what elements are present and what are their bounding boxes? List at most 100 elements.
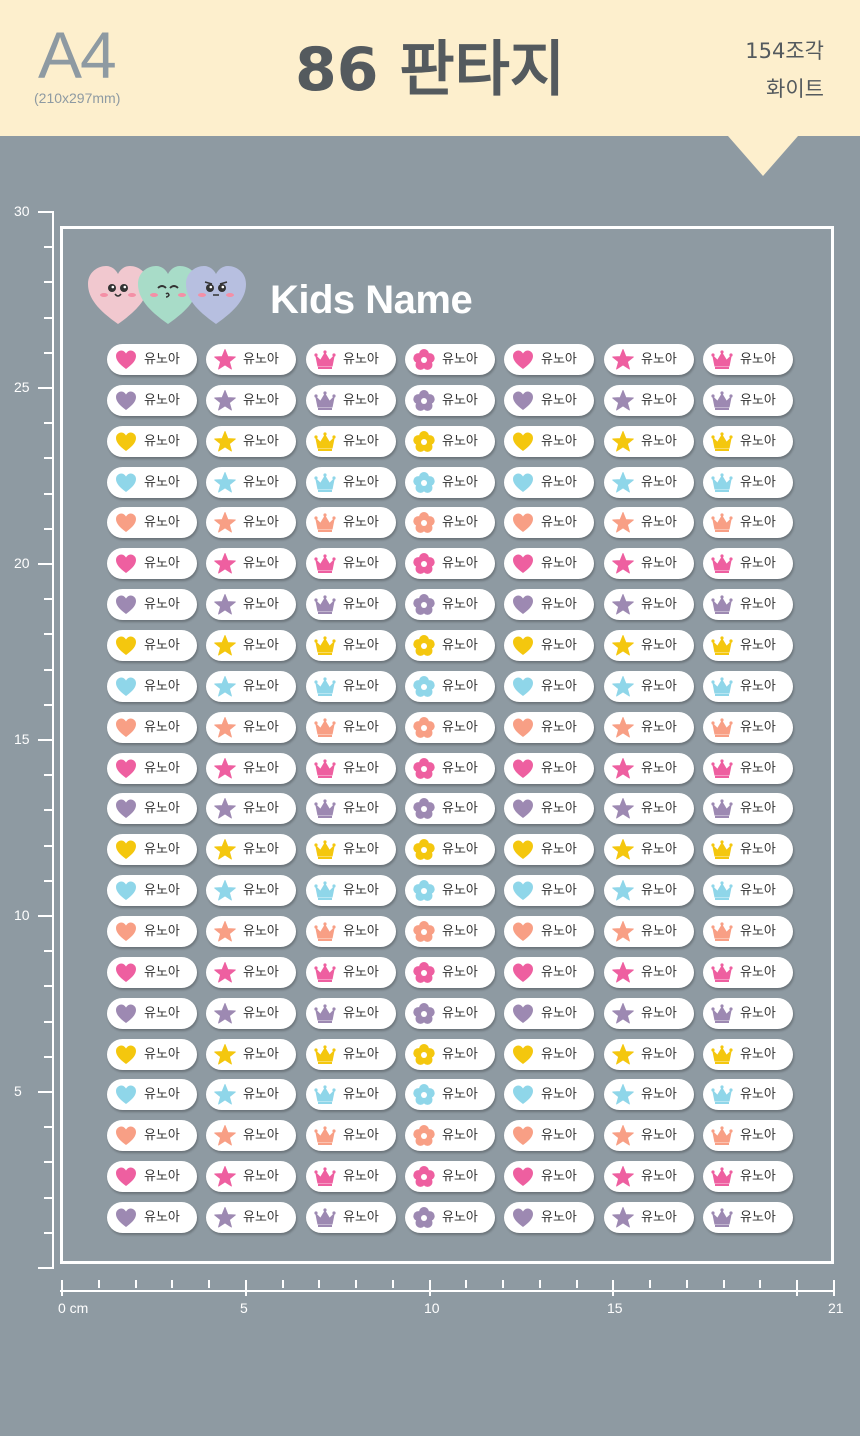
sticker-name: 유노아: [641, 597, 677, 612]
ruler-label: 25: [14, 379, 30, 395]
ruler-tick: [38, 739, 54, 741]
sticker-name: 유노아: [144, 1006, 180, 1021]
name-sticker: 유노아: [703, 589, 793, 620]
name-sticker: 유노아: [306, 875, 396, 906]
ruler-tick: [44, 1197, 52, 1199]
heart-icon: [511, 471, 535, 495]
name-sticker: 유노아: [107, 426, 197, 457]
crown-icon: [710, 920, 734, 944]
sticker-name: 유노아: [243, 1087, 279, 1102]
name-sticker: 유노아: [206, 548, 296, 579]
sticker-name: 유노아: [343, 842, 379, 857]
sticker-name: 유노아: [641, 352, 677, 367]
name-sticker: 유노아: [206, 957, 296, 988]
ruler-tick: [245, 1280, 247, 1296]
sticker-name: 유노아: [144, 883, 180, 898]
sticker-name: 유노아: [243, 393, 279, 408]
sticker-name: 유노아: [641, 1169, 677, 1184]
star-icon: [213, 675, 237, 699]
product-info: 154조각 화이트: [745, 32, 824, 108]
crown-icon: [710, 797, 734, 821]
crown-icon: [710, 511, 734, 535]
name-sticker: 유노아: [206, 1079, 296, 1110]
sticker-name: 유노아: [541, 393, 577, 408]
name-sticker: 유노아: [405, 1161, 495, 1192]
name-sticker: 유노아: [703, 753, 793, 784]
ruler-tick: [44, 880, 52, 882]
flower-icon: [412, 1124, 436, 1148]
ruler-tick: [135, 1280, 137, 1288]
star-icon: [611, 348, 635, 372]
sticker-name: 유노아: [641, 1006, 677, 1021]
sticker-name: 유노아: [343, 515, 379, 530]
sticker-name: 유노아: [343, 393, 379, 408]
sticker-name: 유노아: [641, 1047, 677, 1062]
flower-icon: [412, 1043, 436, 1067]
heart-icon: [511, 430, 535, 454]
name-sticker: 유노아: [504, 1202, 594, 1233]
star-icon: [611, 593, 635, 617]
ruler-tick: [392, 1280, 394, 1288]
name-sticker: 유노아: [405, 507, 495, 538]
ruler-label: 20: [14, 555, 30, 571]
sticker-name: 유노아: [343, 1210, 379, 1225]
name-sticker: 유노아: [107, 875, 197, 906]
sticker-name: 유노아: [243, 883, 279, 898]
name-sticker: 유노아: [604, 507, 694, 538]
ruler-tick: [44, 493, 52, 495]
sticker-name: 유노아: [740, 475, 776, 490]
name-sticker: 유노아: [306, 753, 396, 784]
star-icon: [213, 1002, 237, 1026]
heart-icon: [511, 634, 535, 658]
sticker-name: 유노아: [442, 556, 478, 571]
heart-icon: [114, 430, 138, 454]
name-sticker: 유노아: [604, 1079, 694, 1110]
sticker-name: 유노아: [740, 597, 776, 612]
name-sticker: 유노아: [405, 344, 495, 375]
sticker-name: 유노아: [541, 352, 577, 367]
ruler-label: 10: [424, 1300, 440, 1316]
sticker-name: 유노아: [343, 965, 379, 980]
crown-icon: [313, 348, 337, 372]
name-sticker: 유노아: [703, 1202, 793, 1233]
name-sticker: 유노아: [306, 793, 396, 824]
name-sticker: 유노아: [306, 957, 396, 988]
name-sticker: 유노아: [306, 426, 396, 457]
star-icon: [611, 1083, 635, 1107]
crown-icon: [313, 1124, 337, 1148]
sticker-name: 유노아: [641, 475, 677, 490]
star-icon: [213, 593, 237, 617]
name-sticker: 유노아: [604, 1039, 694, 1070]
name-sticker: 유노아: [107, 548, 197, 579]
star-icon: [213, 920, 237, 944]
name-sticker: 유노아: [504, 426, 594, 457]
sticker-name: 유노아: [541, 638, 577, 653]
name-sticker: 유노아: [206, 875, 296, 906]
ruler-tick: [44, 1126, 52, 1128]
name-sticker: 유노아: [504, 671, 594, 702]
sticker-name: 유노아: [343, 720, 379, 735]
sticker-name: 유노아: [740, 515, 776, 530]
heart-icon: [114, 389, 138, 413]
ruler-tick: [44, 774, 52, 776]
crown-icon: [710, 757, 734, 781]
crown-icon: [710, 1002, 734, 1026]
ruler-tick: [465, 1280, 467, 1288]
flower-icon: [412, 1002, 436, 1026]
sticker-name: 유노아: [641, 1087, 677, 1102]
mint-heart-face-icon: [138, 266, 198, 324]
sticker-name: 유노아: [641, 924, 677, 939]
name-sticker: 유노아: [107, 589, 197, 620]
crown-icon: [313, 1043, 337, 1067]
name-sticker: 유노아: [405, 753, 495, 784]
sticker-name: 유노아: [442, 1047, 478, 1062]
sticker-name: 유노아: [343, 761, 379, 776]
sticker-name: 유노아: [144, 515, 180, 530]
heart-icon: [511, 1206, 535, 1230]
sticker-name: 유노아: [541, 1169, 577, 1184]
name-sticker: 유노아: [604, 916, 694, 947]
name-sticker: 유노아: [504, 507, 594, 538]
star-icon: [611, 1165, 635, 1189]
name-sticker: 유노아: [504, 957, 594, 988]
star-icon: [611, 838, 635, 862]
